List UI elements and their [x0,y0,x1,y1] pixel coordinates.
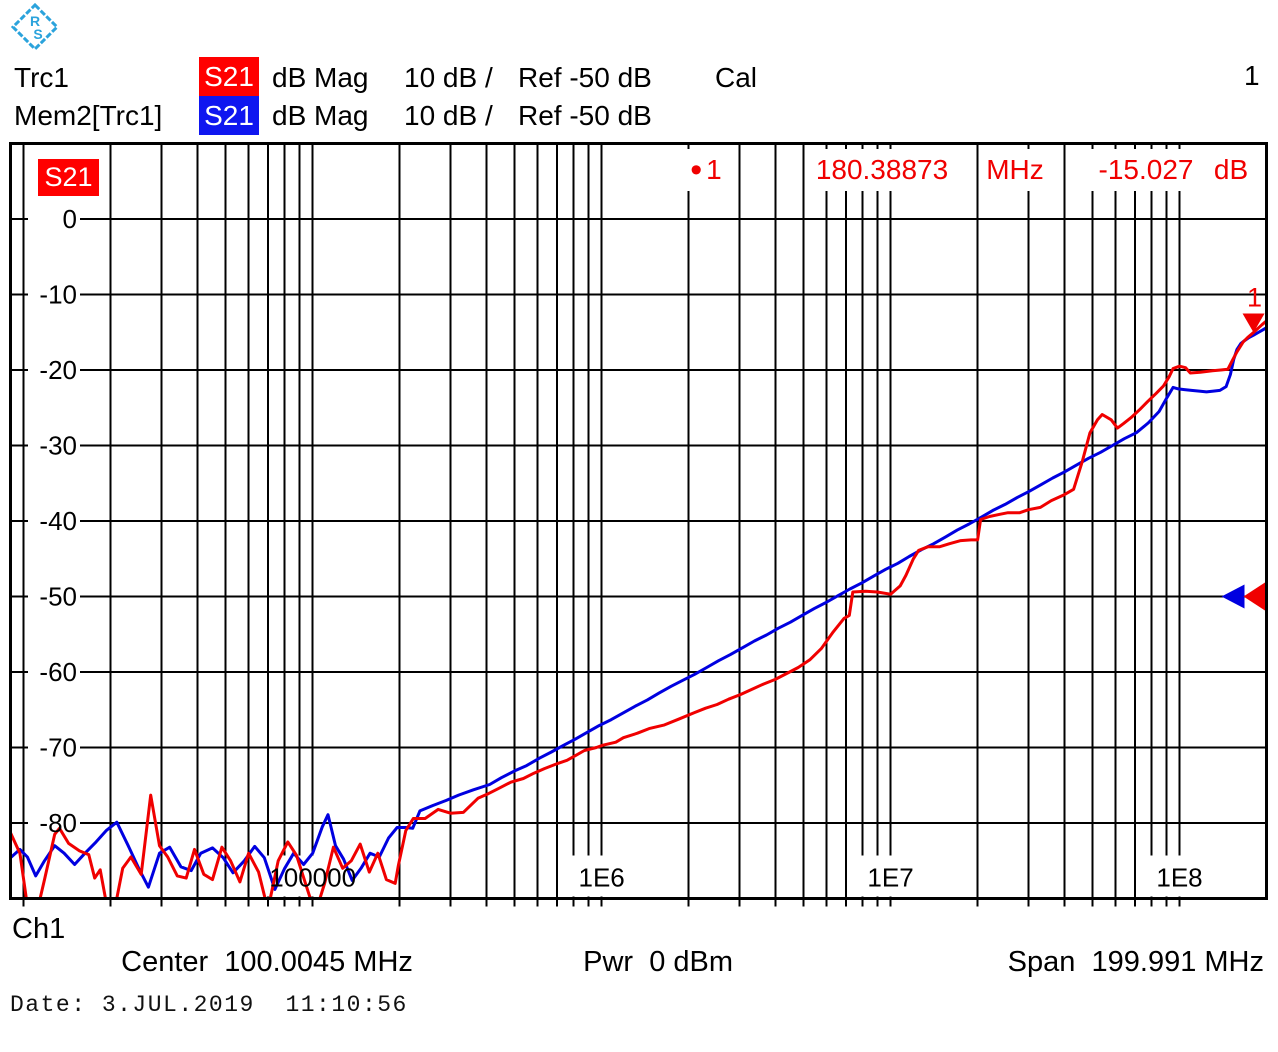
diagram-border [9,142,1268,900]
marker-bullet-id[interactable]: • 1 [684,149,728,191]
x-label-mask [1150,855,1210,897]
y-label-mask [28,506,80,536]
cal-status: Cal [715,62,758,93]
memory-trace-name[interactable]: Mem2[Trc1] [14,100,163,131]
marker-frequency-unit: MHz [980,149,1050,191]
trace1-curve [10,319,1267,899]
trace1-name[interactable]: Trc1 [14,62,69,93]
svg-text:R: R [30,13,40,29]
svg-text:S: S [33,26,42,42]
trace1-ref: Ref -50 dB [518,62,652,93]
y-axis-label: -80 [39,808,77,838]
y-axis-label: -10 [39,280,77,310]
power-setting[interactable]: Pwr 0 dBm [567,913,733,979]
trace1-ref-arrow-icon [1243,581,1267,612]
trace1-meas-chip[interactable]: S21 [199,57,259,96]
rs-logo-diamond: R S [10,2,60,52]
marker-bullet-icon: • [690,150,703,189]
pwr-label: Pwr [583,946,634,978]
marker1-triangle-icon[interactable] [1242,313,1265,333]
center-label: Center [121,946,209,978]
center-value: 100.0045 MHz [224,946,413,978]
marker-id: 1 [706,154,722,185]
marker1-label: 1 [1247,282,1262,312]
pwr-value: 0 dBm [649,946,734,978]
y-label-mask [28,657,80,687]
y-axis-label: 0 [63,204,77,234]
rs-logo: R S [10,2,60,52]
marker-level-value[interactable]: -15.027 [1084,149,1208,191]
date-time-status: Date: 3.JUL.2019 11:10:56 [10,992,408,1018]
diagram-trace-label: S21 [38,159,99,196]
memory-trace-scale: 10 dB / [404,100,493,131]
y-label-mask [28,430,80,461]
x-axis-label: 100000 [269,863,356,893]
marker-level-unit: dB [1208,149,1254,191]
channel-label[interactable]: Ch1 [12,913,66,945]
screen-number: 1 [1244,60,1260,91]
x-label-mask [572,855,632,897]
y-axis-label: -60 [39,657,77,687]
marker-frequency-value[interactable]: 180.38873 [806,149,958,191]
y-label-mask [28,355,80,385]
x-axis-label: 1E8 [1156,863,1202,893]
x-axis-label: 1E7 [867,863,913,893]
span-label: Span [1007,946,1076,978]
memory-trace-meas-chip[interactable]: S21 [199,96,259,135]
memory-ref-arrow-icon [1221,584,1245,609]
span-value: 199.991 MHz [1091,946,1265,978]
memory-trace-curve [10,326,1267,891]
memory-trace-ref: Ref -50 dB [518,100,652,131]
x-axis-label: 1E6 [578,863,624,893]
y-axis-label: -30 [39,431,77,461]
trace1-scale: 10 dB / [404,62,493,93]
y-axis-label: -50 [39,582,77,612]
trace1-format: dB Mag [272,62,369,93]
center-frequency[interactable]: Center 100.0045 MHz [105,913,413,979]
y-axis-label: -40 [39,506,77,536]
span-setting[interactable]: Span 199.991 MHz [992,913,1264,979]
y-label-mask [28,204,80,234]
y-axis-label: -70 [39,733,77,763]
y-axis-label: -20 [39,355,77,385]
y-label-mask [28,581,80,612]
x-label-mask [861,855,921,897]
y-label-mask [28,279,80,310]
y-label-mask [28,732,80,763]
memory-trace-format: dB Mag [272,100,369,131]
